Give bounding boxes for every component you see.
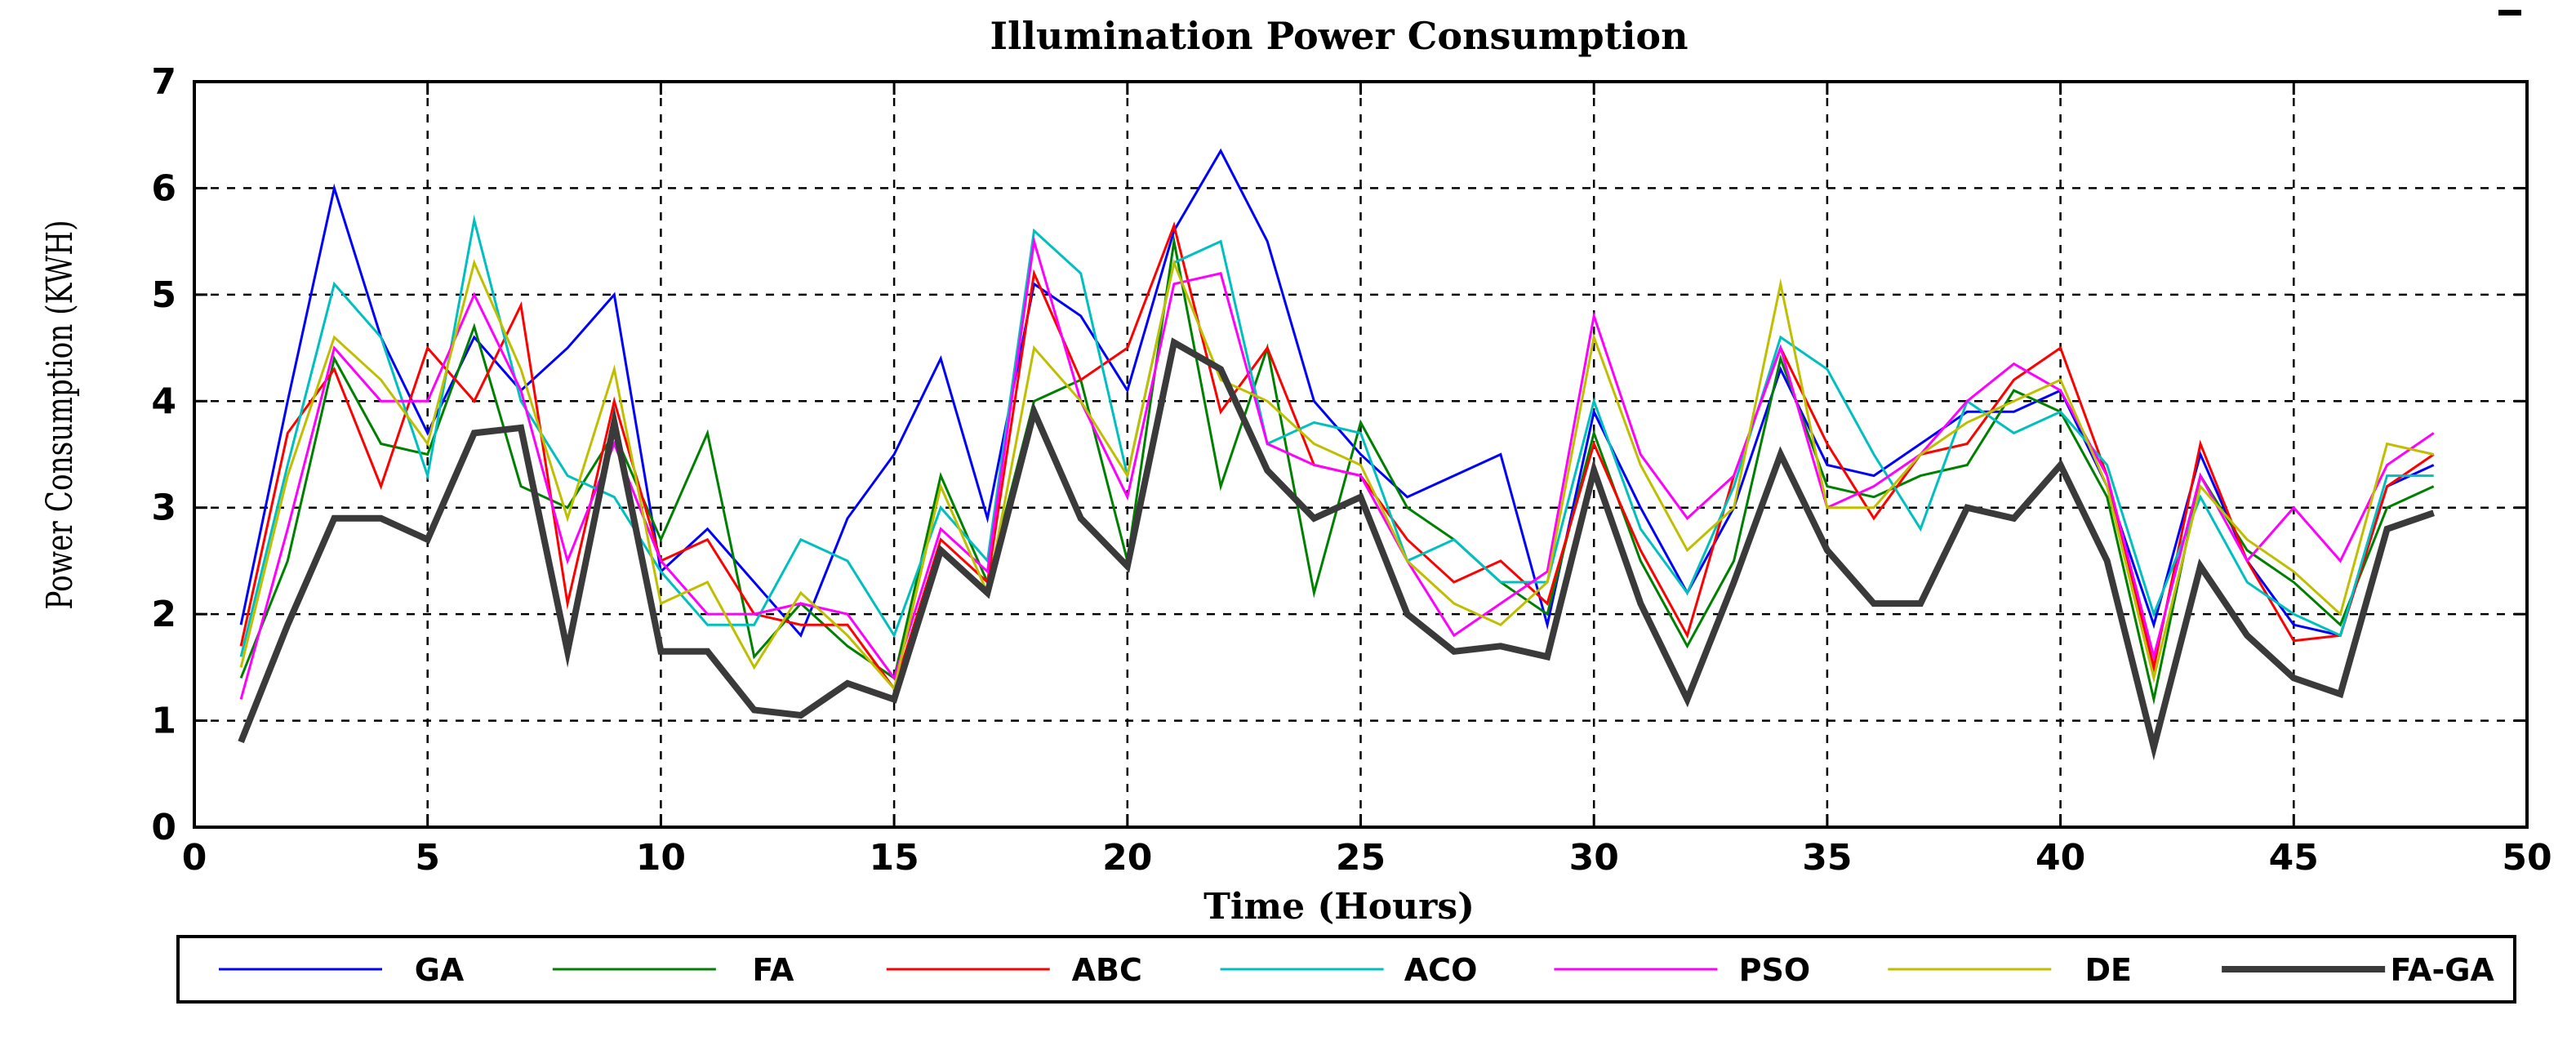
- x-tick-label: 20: [1102, 837, 1152, 879]
- x-tick-label: 35: [1802, 837, 1852, 879]
- x-tick-label: 25: [1336, 837, 1386, 879]
- y-tick-label: 1: [151, 701, 176, 742]
- legend-label-fa: FA: [752, 952, 794, 988]
- y-axis-label: Power Consumption (KWH): [39, 220, 81, 609]
- series-line-fa-ga: [238, 337, 2435, 761]
- x-tick-label: 50: [2502, 837, 2552, 879]
- series-lines: [238, 148, 2435, 761]
- y-tick-label: 4: [151, 381, 176, 422]
- legend: GA FA ABC ACO PSO DE FA-GA: [176, 935, 2516, 1004]
- series-line-de: [239, 258, 2435, 692]
- y-tick-label: 6: [151, 167, 176, 209]
- y-tick-label: 2: [151, 594, 176, 635]
- legend-label-fa-ga: FA-GA: [2390, 952, 2494, 988]
- chart-title: Illumination Power Consumption: [990, 14, 1688, 58]
- x-tick-label: 5: [415, 837, 440, 879]
- x-axis-label: Time (Hours): [1203, 886, 1475, 928]
- grid-lines: [194, 82, 2527, 827]
- legend-label-abc: ABC: [1072, 952, 1142, 988]
- x-tick-label: 40: [2035, 837, 2085, 879]
- legend-label-pso: PSO: [1739, 952, 1811, 988]
- corner-mark: [2498, 10, 2521, 16]
- legend-label-ga: GA: [415, 952, 465, 988]
- y-tick-label: 5: [151, 274, 176, 316]
- x-tick-label: 0: [182, 837, 207, 879]
- legend-label-aco: ACO: [1404, 952, 1478, 988]
- y-tick-label: 3: [151, 487, 176, 529]
- y-tick-label: 7: [151, 61, 176, 103]
- legend-label-de: DE: [2085, 952, 2133, 988]
- x-tick-label: 15: [869, 837, 919, 879]
- x-tick-label: 30: [1569, 837, 1619, 879]
- x-tick-label: 10: [636, 837, 686, 879]
- series-line-aco: [239, 214, 2434, 657]
- y-tick-label: 0: [151, 807, 176, 848]
- x-tick-label: 45: [2269, 837, 2319, 879]
